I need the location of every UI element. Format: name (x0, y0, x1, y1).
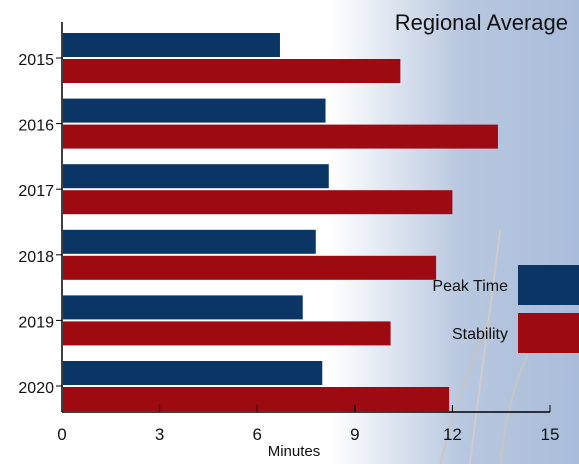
x-tick-label: 3 (155, 425, 164, 444)
y-tick-label: 2016 (18, 118, 54, 135)
y-tick-label: 2019 (18, 314, 54, 331)
bar-peak-time-2016 (63, 98, 326, 123)
bar-stability-2020 (63, 387, 450, 411)
x-tick-label: 9 (350, 425, 359, 444)
legend-label: Peak Time (432, 278, 508, 295)
x-tick-label: 15 (541, 425, 560, 444)
x-tick-label: 0 (57, 425, 66, 444)
bar-stability-2017 (63, 190, 453, 215)
legend-label: Stability (452, 326, 508, 343)
chart-title: Regional Average (395, 10, 568, 35)
legend: Peak Time Stability (432, 265, 579, 353)
y-tick-label: 2017 (18, 183, 54, 200)
y-tick-label: 2015 (18, 52, 54, 69)
grass-decoration (439, 229, 531, 464)
x-tick-label: 6 (252, 425, 261, 444)
x-axis-label: Minutes (268, 443, 321, 460)
bar-peak-time-2015 (63, 33, 280, 57)
x-tick-label: 12 (443, 425, 462, 444)
bar-peak-time-2018 (63, 229, 316, 254)
bar-stability-2018 (63, 255, 437, 280)
bar-stability-2019 (63, 321, 391, 346)
legend-swatch-peak-time (518, 265, 579, 305)
bar-peak-time-2017 (63, 164, 329, 189)
bar-stability-2015 (63, 59, 401, 83)
bar-peak-time-2020 (63, 361, 323, 385)
y-tick-label: 2020 (18, 380, 54, 397)
y-tick-label: 2018 (18, 249, 54, 266)
bar-stability-2016 (63, 124, 498, 149)
legend-swatch-stability (518, 313, 579, 353)
bar-peak-time-2019 (63, 295, 303, 320)
